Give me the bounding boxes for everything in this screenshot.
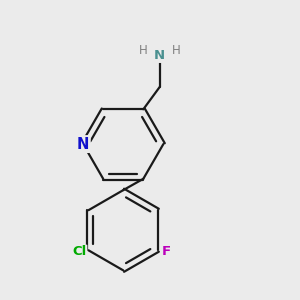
Text: Cl: Cl [73, 245, 87, 258]
Text: N: N [77, 136, 89, 152]
Text: H: H [172, 44, 180, 57]
Text: F: F [162, 245, 171, 258]
Text: H: H [139, 44, 148, 57]
Text: N: N [154, 49, 165, 62]
